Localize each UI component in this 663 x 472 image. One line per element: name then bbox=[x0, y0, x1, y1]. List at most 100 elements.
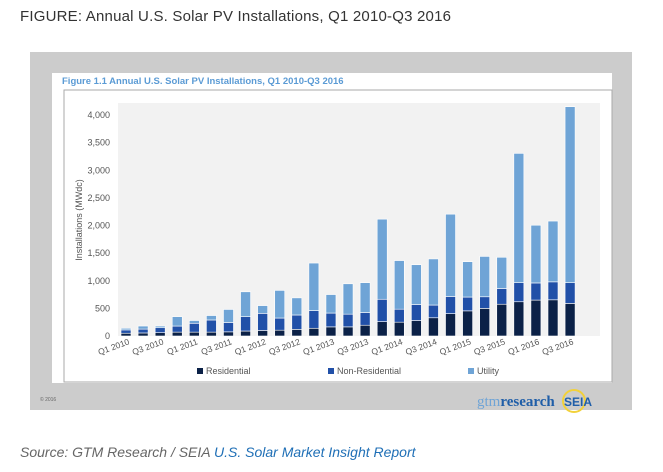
bar-utility bbox=[462, 261, 473, 298]
legend-label: Utility bbox=[477, 366, 499, 376]
bar-utility bbox=[547, 220, 559, 283]
bar-utility bbox=[274, 290, 286, 319]
bar-non-residential bbox=[308, 310, 320, 329]
bar-utility bbox=[137, 325, 149, 330]
bar-utility bbox=[171, 316, 183, 327]
bar-residential bbox=[240, 330, 251, 337]
bar-utility bbox=[564, 106, 576, 283]
x-tick-label: Q1 2014 bbox=[370, 336, 404, 357]
y-axis-label: Installations (MWdc) bbox=[74, 179, 84, 261]
y-tick-label: 2,000 bbox=[87, 221, 110, 231]
bar-non-residential bbox=[393, 308, 405, 323]
seia-logo: SEIA bbox=[564, 395, 592, 409]
bar-residential bbox=[496, 303, 508, 337]
bar-residential bbox=[564, 303, 576, 337]
bar-non-residential bbox=[206, 319, 217, 333]
bar-non-residential bbox=[171, 325, 183, 333]
bar-residential bbox=[308, 327, 320, 337]
source-link[interactable]: U.S. Solar Market Insight Report bbox=[214, 444, 416, 460]
bar-residential bbox=[411, 320, 422, 337]
bar-utility bbox=[411, 264, 422, 305]
bar-residential bbox=[513, 301, 525, 337]
x-tick-label: Q3 2016 bbox=[541, 336, 575, 357]
bar-utility bbox=[325, 294, 337, 314]
bar-utility bbox=[308, 262, 320, 311]
x-tick-label: Q1 2015 bbox=[438, 336, 472, 357]
bar-non-residential bbox=[359, 312, 371, 326]
bar-utility bbox=[257, 305, 268, 314]
bar-utility bbox=[428, 258, 439, 306]
x-tick-label: Q1 2011 bbox=[166, 336, 200, 356]
bar-non-residential bbox=[240, 316, 251, 332]
x-tick-label: Q3 2014 bbox=[404, 336, 438, 357]
seia-logo-ring bbox=[562, 389, 586, 413]
bar-utility bbox=[359, 282, 371, 313]
bar-non-residential bbox=[479, 296, 490, 309]
bar-utility bbox=[393, 260, 405, 310]
bar-residential bbox=[137, 332, 149, 337]
bar-non-residential bbox=[428, 304, 439, 319]
bar-residential bbox=[291, 329, 303, 337]
y-tick-label: 1,000 bbox=[87, 276, 110, 286]
gtm-logo: gtmresearch bbox=[477, 394, 555, 410]
bar-utility bbox=[223, 309, 234, 323]
bar-residential bbox=[393, 321, 405, 337]
bar-residential bbox=[462, 310, 473, 337]
bar-residential bbox=[223, 331, 234, 337]
bar-residential bbox=[120, 332, 132, 337]
bar-non-residential bbox=[274, 317, 286, 331]
bar-non-residential bbox=[445, 296, 456, 314]
legend-swatch-utility bbox=[468, 368, 474, 374]
bar-residential bbox=[257, 330, 268, 337]
plot-area bbox=[118, 103, 600, 336]
x-tick-label: Q1 2010 bbox=[97, 336, 131, 357]
bar-non-residential bbox=[462, 296, 473, 312]
bar-residential bbox=[445, 313, 456, 337]
y-tick-label: 500 bbox=[95, 303, 110, 313]
bar-residential bbox=[376, 321, 388, 337]
bar-utility bbox=[206, 315, 217, 321]
bar-utility bbox=[376, 218, 388, 300]
y-tick-label: 1,500 bbox=[87, 248, 110, 258]
bar-non-residential bbox=[342, 313, 354, 328]
bar-residential bbox=[530, 299, 542, 337]
bar-non-residential bbox=[513, 282, 525, 303]
y-tick-label: 2,500 bbox=[87, 193, 110, 203]
chart-border bbox=[63, 89, 613, 383]
bar-utility bbox=[291, 297, 303, 316]
bar-residential bbox=[189, 331, 200, 337]
x-tick-label: Q1 2012 bbox=[233, 336, 267, 357]
bar-non-residential bbox=[137, 328, 149, 334]
x-tick-label: Q1 2016 bbox=[507, 336, 541, 357]
bar-residential bbox=[428, 317, 439, 337]
copyright: © 2016 bbox=[40, 396, 56, 403]
x-tick-label: Q3 2013 bbox=[336, 336, 370, 357]
page-title: FIGURE: Annual U.S. Solar PV Installatio… bbox=[20, 8, 452, 25]
bar-residential bbox=[171, 331, 183, 337]
bar-residential bbox=[342, 326, 354, 337]
bar-non-residential bbox=[411, 304, 422, 321]
x-tick-label: Q3 2015 bbox=[472, 336, 506, 357]
bar-utility bbox=[189, 320, 200, 324]
bar-non-residential bbox=[547, 281, 559, 301]
source-prefix: Source: GTM Research / SEIA bbox=[20, 444, 214, 460]
bar-non-residential bbox=[496, 288, 508, 305]
bar-residential bbox=[154, 332, 166, 337]
bar-utility bbox=[530, 224, 542, 284]
source-caption: Source: GTM Research / SEIA U.S. Solar M… bbox=[20, 444, 416, 460]
bar-residential bbox=[359, 324, 371, 337]
y-tick-label: 4,000 bbox=[87, 110, 110, 120]
x-tick-label: Q3 2011 bbox=[200, 336, 234, 356]
bar-utility bbox=[154, 325, 166, 329]
bar-non-residential bbox=[189, 322, 200, 333]
bar-non-residential bbox=[325, 312, 337, 328]
bar-utility bbox=[445, 213, 456, 297]
bar-utility bbox=[496, 256, 508, 289]
bar-residential bbox=[547, 299, 559, 337]
bar-non-residential bbox=[223, 322, 234, 333]
bar-non-residential bbox=[291, 314, 303, 330]
bar-utility bbox=[342, 283, 354, 315]
y-tick-label: 0 bbox=[105, 331, 110, 341]
legend-label: Residential bbox=[206, 366, 251, 376]
